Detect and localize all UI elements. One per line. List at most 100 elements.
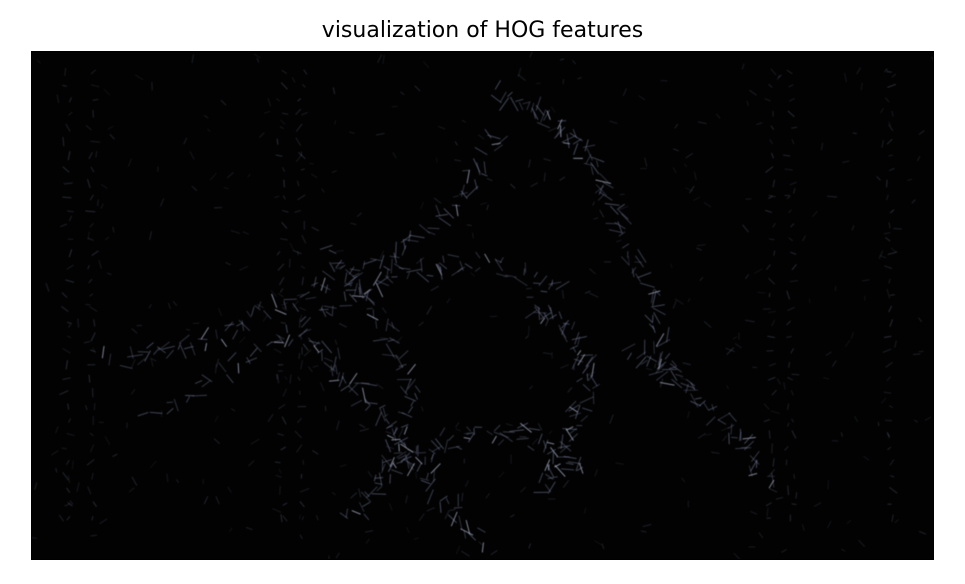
- hog-stroke: [653, 341, 655, 354]
- hog-stroke: [791, 264, 797, 271]
- hog-stroke: [296, 180, 300, 187]
- hog-stroke: [67, 210, 74, 213]
- hog-stroke: [730, 423, 733, 435]
- hog-stroke: [763, 419, 771, 423]
- hog-stroke: [884, 237, 891, 242]
- hog-stroke: [305, 296, 317, 300]
- hog-stroke: [383, 265, 391, 271]
- hog-stroke: [795, 492, 798, 499]
- hog-stroke: [634, 255, 644, 268]
- hog-stroke: [545, 319, 549, 327]
- hog-stroke: [149, 231, 152, 240]
- hog-stroke: [616, 239, 622, 243]
- hog-stroke: [596, 160, 599, 168]
- hog-stroke: [192, 394, 207, 397]
- hog-stroke: [790, 251, 797, 255]
- hog-stroke: [769, 139, 773, 145]
- hog-stroke: [790, 223, 795, 228]
- hog-stroke: [295, 123, 303, 132]
- hog-stroke: [493, 144, 503, 152]
- hog-stroke: [543, 109, 550, 121]
- hog-stroke: [34, 482, 38, 490]
- hog-stroke: [134, 74, 144, 81]
- hog-stroke: [555, 128, 561, 138]
- hog-stroke: [566, 133, 570, 149]
- hog-stroke: [784, 446, 789, 451]
- hog-stroke: [67, 502, 73, 507]
- hog-stroke: [562, 428, 578, 430]
- hog-stroke: [772, 179, 775, 188]
- hog-stroke: [229, 527, 233, 533]
- hog-stroke: [280, 514, 283, 523]
- hog-stroke: [379, 254, 385, 269]
- hog-stroke: [520, 422, 532, 433]
- hog-stroke: [771, 472, 775, 488]
- hog-stroke: [738, 432, 742, 442]
- hog-stroke: [499, 257, 504, 264]
- hog-stroke: [527, 325, 530, 336]
- hog-stroke: [768, 430, 771, 439]
- hog-stroke: [562, 142, 571, 145]
- hog-stroke: [877, 421, 880, 427]
- hog-stroke: [455, 428, 461, 432]
- hog-stroke: [577, 354, 586, 366]
- hog-stroke: [744, 440, 755, 451]
- hog-stroke: [883, 391, 892, 394]
- hog-stroke: [267, 98, 271, 107]
- hog-stroke: [793, 188, 796, 194]
- hog-stroke: [281, 302, 288, 306]
- hog-stroke: [397, 454, 406, 460]
- hog-stroke-layer: [32, 52, 933, 559]
- hog-stroke: [538, 306, 541, 321]
- hog-stroke: [413, 537, 419, 540]
- hog-stroke: [89, 306, 98, 312]
- hog-stroke: [786, 290, 790, 300]
- hog-stroke: [913, 419, 918, 423]
- hog-stroke: [226, 374, 234, 384]
- hog-stroke: [87, 486, 92, 495]
- hog-stroke: [303, 328, 312, 333]
- hog-stroke: [379, 404, 386, 409]
- hog-stroke: [415, 472, 417, 479]
- hog-stroke: [66, 487, 71, 493]
- hog-stroke: [786, 320, 791, 326]
- hog-stroke: [325, 311, 332, 316]
- hog-stroke: [559, 58, 565, 61]
- hog-stroke: [528, 543, 532, 549]
- hog-stroke: [331, 491, 336, 496]
- hog-stroke: [298, 152, 306, 160]
- hog-stroke: [569, 345, 579, 350]
- hog-stroke: [735, 447, 752, 450]
- hog-stroke: [100, 203, 104, 209]
- hog-stroke: [589, 292, 599, 298]
- hog-stroke: [782, 154, 791, 157]
- hog-stroke: [812, 210, 818, 218]
- hog-stroke: [385, 445, 395, 450]
- hog-stroke: [362, 261, 366, 270]
- hog-stroke: [883, 68, 888, 73]
- hog-stroke: [398, 350, 409, 360]
- hog-stroke: [296, 293, 305, 297]
- hog-stroke: [218, 362, 227, 373]
- hog-stroke: [420, 479, 431, 485]
- hog-stroke: [335, 249, 344, 252]
- hog-stroke: [297, 194, 306, 201]
- hog-stroke: [522, 101, 530, 105]
- hog-stroke: [510, 514, 515, 518]
- hog-stroke: [690, 382, 696, 391]
- hog-stroke: [537, 433, 543, 445]
- hog-stroke: [590, 162, 600, 175]
- hog-stroke: [385, 318, 389, 332]
- hog-stroke: [180, 345, 187, 359]
- hog-stroke: [694, 397, 702, 400]
- hog-stroke: [362, 387, 367, 403]
- hog-stroke: [775, 497, 784, 500]
- hog-stroke: [787, 422, 790, 427]
- hog-stroke: [670, 263, 673, 269]
- hog-stroke: [406, 272, 410, 280]
- hog-stroke: [391, 428, 397, 442]
- hog-stroke: [917, 155, 921, 162]
- hog-stroke: [331, 305, 334, 317]
- hog-stroke: [349, 372, 358, 385]
- hog-stroke: [614, 221, 626, 230]
